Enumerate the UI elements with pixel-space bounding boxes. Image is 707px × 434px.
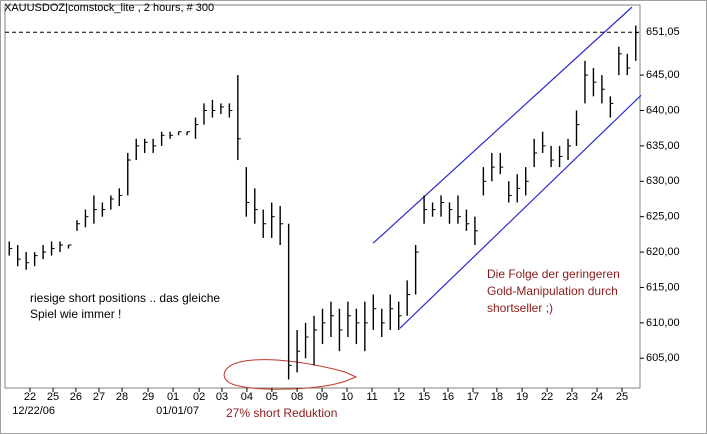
annotation: 27% short Reduktion <box>226 406 337 420</box>
annotation: Gold-Manipulation durch <box>487 284 618 298</box>
x-tick-label: 18 <box>491 391 503 403</box>
x-tick-label: 16 <box>442 391 454 403</box>
annotation: Die Folge der geringeren <box>487 267 620 281</box>
x-tick-label: 05 <box>266 391 278 403</box>
y-tick-label: 645,00 <box>646 69 680 81</box>
x-tick-label: 22 <box>24 391 36 403</box>
x-tick-label: 03 <box>216 391 228 403</box>
y-tick-label: 625,00 <box>646 211 680 223</box>
x-tick-label: 27 <box>93 391 105 403</box>
last-price-label: 651,05 <box>646 26 680 38</box>
x-tick-label: 02 <box>193 391 205 403</box>
period-label: 12/22/06 <box>12 405 55 417</box>
x-tick-label: 28 <box>116 391 128 403</box>
x-tick-label: 23 <box>566 391 578 403</box>
y-tick-label: 620,00 <box>646 246 680 258</box>
annotation: shortseller ;) <box>487 301 553 315</box>
annotation: riesige short positions .. das gleiche <box>30 291 220 305</box>
y-tick-label: 615,00 <box>646 281 680 293</box>
x-tick-label: 29 <box>142 391 154 403</box>
x-tick-label: 08 <box>291 391 303 403</box>
x-tick-label: 26 <box>70 391 82 403</box>
y-tick-label: 630,00 <box>646 175 680 187</box>
x-tick-label: 10 <box>341 391 353 403</box>
y-tick-label: 640,00 <box>646 104 680 116</box>
y-tick-label: 605,00 <box>646 352 680 364</box>
x-tick-label: 12 <box>393 391 405 403</box>
highlight-ellipse <box>223 359 358 390</box>
x-tick-label: 19 <box>516 391 528 403</box>
x-tick-label: 25 <box>616 391 628 403</box>
x-tick-label: 15 <box>418 391 430 403</box>
x-tick-label: 17 <box>467 391 479 403</box>
y-tick-label: 635,00 <box>646 140 680 152</box>
x-tick-label: 22 <box>541 391 553 403</box>
chart-title: XAUUSDOZ|comstock_lite , 2 hours, # 300 <box>4 2 214 14</box>
x-tick-label: 24 <box>591 391 603 403</box>
x-tick-label: 11 <box>366 391 377 403</box>
period-label: 01/01/07 <box>156 405 199 417</box>
channel-line <box>372 6 633 244</box>
annotation: Spiel wie immer ! <box>30 307 121 321</box>
y-tick-label: 610,00 <box>646 317 680 329</box>
channel-line <box>399 94 642 329</box>
x-tick-label: 25 <box>47 391 59 403</box>
x-tick-label: 04 <box>241 391 253 403</box>
x-tick-label: 01 <box>167 391 179 403</box>
x-tick-label: 09 <box>316 391 328 403</box>
